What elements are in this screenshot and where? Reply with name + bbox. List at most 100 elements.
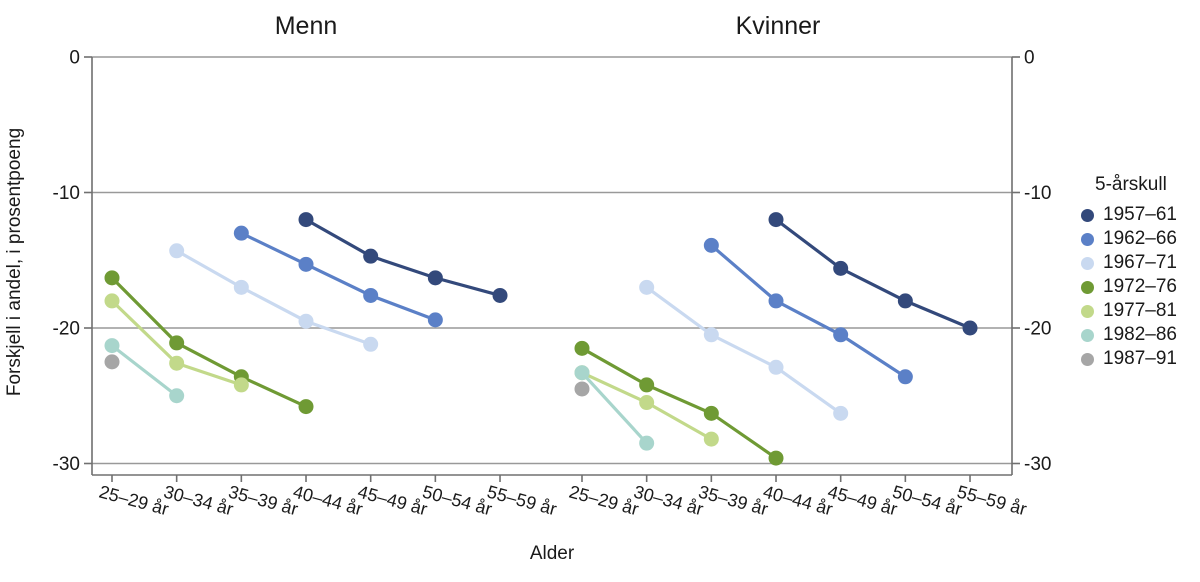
series-kvinner-1957-61 (768, 212, 978, 336)
x-tick-label: 45–49 år (826, 482, 900, 520)
legend-dot-icon (1081, 304, 1094, 318)
data-point (897, 293, 913, 309)
data-point (363, 287, 379, 303)
data-point (768, 359, 784, 375)
x-axis-title: Alder (529, 543, 575, 564)
data-point (574, 365, 590, 381)
legend-dot-icon (1081, 256, 1094, 270)
data-point (768, 212, 784, 228)
panel-title-menn: Menn (274, 12, 338, 40)
series-menn-1972-76 (104, 270, 314, 415)
legend-item-label: 1957–61 (1103, 204, 1177, 225)
y-tick-label-right: -30 (1024, 454, 1051, 475)
data-point (104, 270, 120, 286)
y-tick-label-left: 0 (69, 48, 80, 69)
data-point (833, 327, 849, 343)
data-point (574, 381, 590, 397)
data-point (169, 335, 185, 351)
series-menn-1987-91 (104, 354, 120, 370)
x-tick-label: 30–34 år (632, 482, 706, 520)
series-line (581, 346, 777, 460)
data-point (298, 212, 314, 228)
series-kvinner-1987-91 (574, 381, 590, 397)
legend-item-1977-81: 1977–81 (1078, 299, 1177, 323)
legend-item-1962-66: 1962–66 (1078, 227, 1177, 251)
legend-item-label: 1977–81 (1103, 300, 1177, 321)
y-tick-label-left: -10 (53, 183, 80, 204)
data-point (233, 377, 249, 393)
series-menn-1977-81 (104, 293, 249, 393)
series-menn-1967-71 (169, 243, 379, 352)
series-menn-1962-66 (233, 225, 443, 328)
data-point (169, 388, 185, 404)
data-point (233, 225, 249, 241)
legend-dot-icon (1081, 328, 1094, 342)
data-point (169, 355, 185, 371)
x-tick-label: 50–54 år (420, 482, 494, 520)
data-point (833, 260, 849, 276)
data-point (897, 369, 913, 385)
legend-items: 1957–61 1962–66 1967–71 1972–76 1977–81 1982–… (1078, 203, 1177, 371)
data-point (104, 354, 120, 370)
legend-dot-icon (1081, 208, 1094, 222)
data-point (639, 279, 655, 295)
x-tick-label: 55–59 år (485, 482, 559, 520)
series-menn-1957-61 (298, 212, 508, 303)
data-point (104, 338, 120, 354)
series-line (240, 231, 436, 322)
x-tick-label: 50–54 år (890, 482, 964, 520)
y-tick-label-right: -10 (1024, 183, 1051, 204)
data-point (768, 293, 784, 309)
data-point (833, 405, 849, 421)
data-point (962, 320, 978, 336)
y-axis-title: Forskjell i andel, i prosentpoeng (4, 127, 25, 397)
x-tick-label: 55–59 år (955, 482, 1029, 520)
series-line (305, 218, 501, 298)
data-point (233, 279, 249, 295)
legend-item-1957-61: 1957–61 (1078, 203, 1177, 227)
legend-dot-icon (1081, 280, 1094, 294)
data-point (298, 256, 314, 272)
y-tick-label-left: -30 (53, 454, 80, 475)
legend-item-1972-76: 1972–76 (1078, 275, 1177, 299)
data-point (703, 237, 719, 253)
data-point (363, 336, 379, 352)
data-point (363, 248, 379, 264)
data-point (298, 313, 314, 329)
series-menn-1982-86 (104, 338, 185, 404)
data-point (703, 405, 719, 421)
legend-item-label: 1982–86 (1103, 324, 1177, 345)
legend-item-1967-71: 1967–71 (1078, 251, 1177, 275)
series-line (710, 244, 907, 379)
legend: 5-årskull 1957–61 1962–66 1967–71 1972–76 19… (1078, 174, 1177, 371)
legend-item-label: 1972–76 (1103, 276, 1177, 297)
x-tick-label: 25–29 år (97, 482, 171, 520)
data-point (574, 340, 590, 356)
series-line (775, 218, 971, 330)
data-point (639, 377, 655, 393)
legend-item-label: 1962–66 (1103, 228, 1177, 249)
legend-dot-icon (1081, 352, 1094, 366)
series-kvinner-1982-86 (574, 365, 655, 451)
data-point (639, 435, 655, 451)
x-tick-label: 40–44 år (291, 482, 365, 520)
series-kvinner-1962-66 (703, 237, 913, 385)
data-point (492, 287, 508, 303)
legend-item-label: 1967–71 (1103, 252, 1177, 273)
x-tick-label: 35–39 år (696, 482, 770, 520)
y-tick-label-right: -20 (1024, 319, 1051, 340)
data-point (169, 243, 185, 259)
data-point (703, 327, 719, 343)
legend-dot-icon (1081, 232, 1094, 246)
x-tick-label: 35–39 år (226, 482, 300, 520)
data-point (427, 270, 443, 286)
x-tick-label: 25–29 år (567, 482, 641, 520)
data-point (639, 395, 655, 411)
series-kvinner-1967-71 (639, 279, 849, 421)
legend-item-label: 1987–91 (1103, 348, 1177, 369)
legend-item-1982-86: 1982–86 (1078, 323, 1177, 347)
data-point (298, 399, 314, 415)
data-point (104, 293, 120, 309)
